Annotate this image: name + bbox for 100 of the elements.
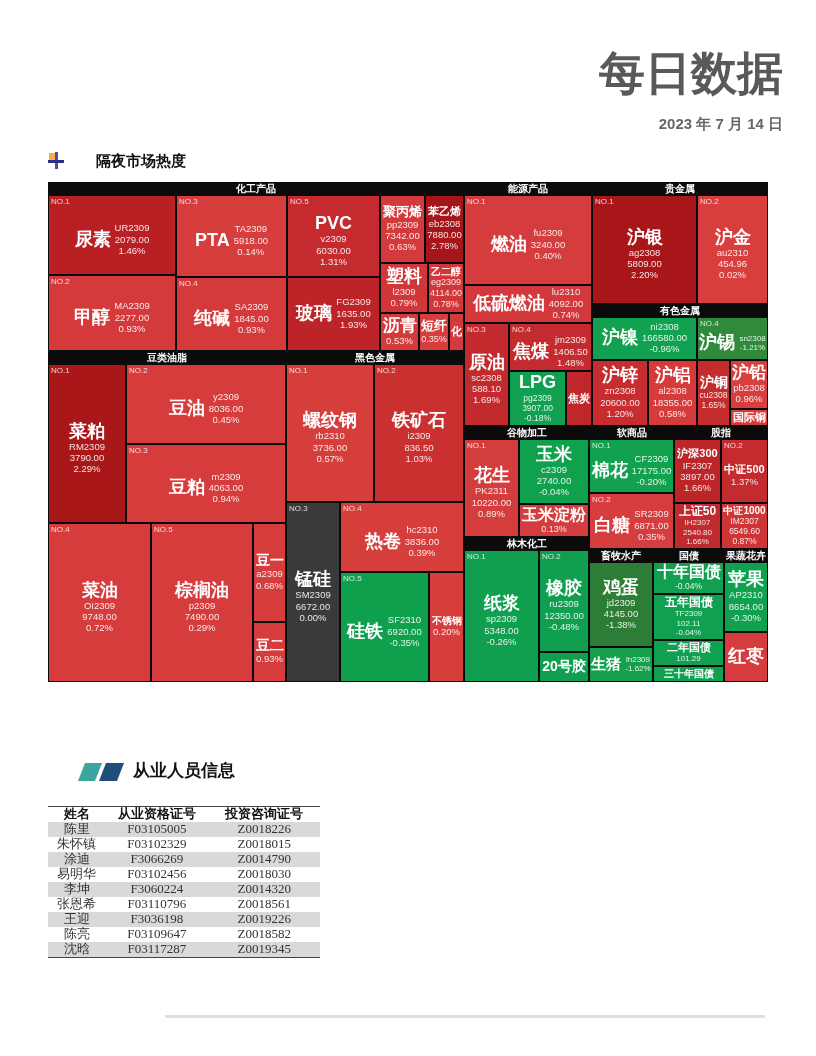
category-label: 橡胶: [545, 578, 582, 599]
data-label: eg2309 4114.00 0.78%: [430, 277, 462, 309]
data-label: i2309 836.50 1.03%: [404, 430, 434, 464]
text: F03109647: [127, 926, 187, 942]
text: F03102456: [127, 866, 187, 882]
data-label: CF2309 17175.00 -0.20%: [631, 453, 672, 487]
data-label: PK2311 10220.00 0.89%: [471, 485, 512, 519]
series-label: 股指: [710, 426, 731, 438]
text: NO.1: [592, 440, 612, 450]
data-label: UR2309 2079.00 1.46%: [114, 222, 150, 256]
category-label: 玉米: [535, 443, 573, 464]
text: NO.2: [129, 365, 149, 375]
text: 沈晗: [63, 941, 90, 957]
text: NO.2: [51, 276, 71, 286]
series-label: 贵金属: [664, 182, 695, 194]
category-label: 从业资格证号: [116, 806, 196, 822]
category-label: 纯碱: [193, 307, 231, 328]
text: Z0018561: [237, 896, 291, 912]
text: NO.5: [343, 573, 363, 583]
text: NO.3: [179, 196, 199, 206]
text: NO.1: [467, 551, 487, 561]
category-label: PVC: [314, 213, 353, 234]
text: NO.2: [592, 494, 612, 504]
text: F3060224: [130, 881, 184, 897]
series-label: 豆类油脂: [146, 351, 187, 363]
text: Z0014320: [237, 881, 291, 897]
text: 李坤: [63, 881, 90, 897]
category-label: 沪金: [713, 226, 751, 247]
data-label: -0.04%: [675, 581, 703, 592]
data-label: au2310 454.96 0.02%: [716, 246, 749, 281]
data-label: 0.53%: [386, 335, 414, 347]
category-label: 沪铜: [698, 373, 728, 390]
category-label: 化: [450, 325, 463, 338]
category-label: 焦煤: [512, 340, 551, 361]
text: NO.4: [512, 324, 532, 334]
text: NO.1: [289, 365, 309, 375]
data-label: m2309 4063.00 0.94%: [208, 470, 244, 505]
text: 陈里: [63, 821, 90, 837]
data-label: 0.93%: [256, 653, 284, 665]
category-label: 十年国债: [655, 563, 721, 581]
category-label: 原油: [467, 351, 505, 372]
category-label: 螺纹钢: [302, 410, 357, 431]
text: NO.2: [377, 365, 397, 375]
category-label: 乙二醇: [431, 265, 461, 277]
series-label: 能源产品: [508, 182, 548, 194]
text: Z0018226: [237, 821, 292, 837]
text: NO.1: [51, 196, 71, 206]
text: NO.2: [542, 551, 562, 561]
data-label: lu2310 4092.00 0.74%: [548, 286, 584, 320]
text: 陈亮: [63, 926, 90, 942]
data-label: 0.35%: [421, 333, 447, 344]
category-label: 姓名: [62, 806, 90, 822]
text: 隔夜市场热度: [96, 152, 186, 170]
category-label: LPG: [518, 372, 557, 393]
text: NO.4: [700, 318, 720, 328]
text: Z0014790: [237, 851, 291, 867]
text: F03102329: [127, 836, 187, 852]
data-label: ag2308 5809.00 2.20%: [627, 246, 662, 281]
data-label: lh2309 -1.62%: [625, 654, 651, 674]
category-label: 生猪: [590, 654, 622, 672]
category-label: 不锈钢: [430, 615, 462, 627]
data-label: 1.37%: [731, 475, 759, 487]
category-label: 鸡蛋: [602, 576, 639, 597]
series-label: 林木化工: [505, 537, 547, 549]
category-label: 短纤: [420, 318, 447, 334]
data-label: SR2309 6871.00 0.35%: [634, 508, 669, 542]
category-label: 菜油: [80, 579, 118, 600]
category-label: 塑料: [385, 265, 422, 286]
category-label: 玉米淀粉: [521, 505, 587, 523]
data-label: jm2309 1406.50 1.48%: [553, 334, 588, 368]
category-label: 沪锡: [698, 332, 736, 353]
data-label: AP2310 8654.00 -0.30%: [728, 589, 764, 623]
data-label: ru2309 12350.00 -0.48%: [544, 598, 584, 632]
data-label: IH2307 2540.80 1.66%: [683, 518, 713, 547]
data-label: IF2307 3897.00 1.66%: [680, 459, 715, 493]
category-label: 沪铅: [731, 362, 766, 382]
category-label: 上证50: [677, 504, 717, 519]
series-label: 果蔬花卉: [725, 549, 766, 561]
category-label: 聚丙烯: [382, 203, 422, 219]
text: 从业人员信息: [133, 761, 235, 782]
text: NO.4: [51, 524, 71, 534]
series-label: 畜牧水产: [600, 549, 641, 561]
text: F3036198: [130, 911, 184, 927]
category-label: 锰硅: [294, 569, 331, 590]
data-label: SF2310 6920.00 -0.35%: [387, 614, 422, 648]
category-label: 纸浆: [482, 593, 520, 614]
data-label: sn2308 -1.21%: [739, 333, 767, 353]
series-label: 化工产品: [235, 182, 276, 194]
text: 易明华: [57, 866, 97, 882]
text: Z0019345: [237, 941, 291, 957]
data-label: v2309 6030.00 1.31%: [316, 233, 351, 267]
series-label: 软商品: [615, 426, 647, 438]
data-label: fu2309 3240.00 0.40%: [530, 227, 566, 261]
text: NO.5: [154, 524, 174, 534]
data-label: MA2309 2277.00 0.93%: [114, 300, 150, 334]
category-label: 苹果: [727, 569, 765, 590]
category-label: 红枣: [727, 645, 764, 666]
text: NO.3: [289, 503, 309, 513]
category-label: 中证1000: [723, 504, 767, 516]
text: NO.5: [290, 196, 310, 206]
